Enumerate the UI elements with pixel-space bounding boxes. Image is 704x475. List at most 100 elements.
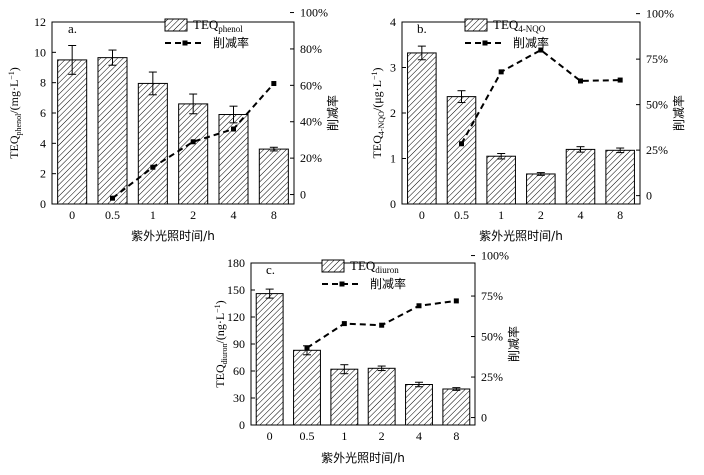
x-tick-label: 1	[150, 208, 156, 222]
y-tick-label-left: 8	[40, 76, 46, 90]
legend-bar-label: TEQ4-NQO	[493, 17, 546, 34]
reduction-marker	[617, 77, 623, 83]
y-tick-label-right: 0	[646, 189, 652, 203]
x-tick-label: 8	[617, 208, 623, 222]
y-axis-label-right: 削减率	[506, 326, 521, 362]
reduction-line	[460, 48, 621, 145]
legend-line-marker	[182, 40, 188, 46]
bar	[565, 148, 596, 205]
bar	[293, 349, 321, 426]
bar	[255, 293, 284, 426]
legend-bar-swatch	[464, 18, 488, 32]
y-tick-label-left: 1	[390, 152, 396, 166]
y-tick-label-left: 12	[34, 15, 46, 29]
x-tick-label: 0	[69, 208, 75, 222]
reduction-marker	[341, 321, 347, 327]
y-tick-label-left: 2	[390, 106, 396, 120]
x-axis-label: 紫外光照时间/h	[479, 229, 563, 243]
bar	[442, 388, 471, 426]
panel-label: b.	[417, 21, 427, 36]
y-tick-label-left: 0	[40, 197, 46, 211]
x-tick-label: 1	[341, 429, 347, 443]
y-tick-label-left: 30	[233, 391, 245, 405]
legend-bar-swatch	[164, 18, 188, 32]
bar	[330, 368, 359, 426]
x-axis-label: 紫外光照时间/h	[131, 229, 215, 243]
bar	[486, 155, 516, 205]
legend-line-label: 削减率	[513, 35, 549, 50]
x-tick-label: 8	[271, 208, 277, 222]
panel-c: 0 30 60 90 120 150 180 0 25% 50% 75% 100% 0 0.5 1 2 4 8 c.…	[213, 249, 521, 465]
bar	[137, 82, 168, 205]
reduction-marker	[453, 298, 459, 304]
y-tick-label-left: 60	[233, 364, 245, 378]
y-tick-label-right: 100%	[481, 249, 509, 263]
y-tick-label-left: 4	[40, 136, 46, 150]
y-tick-label-left: 4	[390, 15, 396, 29]
y-axis-label-left: TEQphenol/(mg·L−1)	[7, 67, 23, 159]
y-tick-label-left: 0	[390, 197, 396, 211]
x-tick-label: 0.5	[105, 208, 120, 222]
reduction-marker	[271, 81, 277, 87]
legend-line-label: 削减率	[213, 35, 249, 50]
bar	[178, 103, 209, 205]
y-tick-label-left: 10	[34, 45, 46, 59]
y-tick-label-right: 0	[481, 411, 487, 425]
y-tick-label-left: 180	[227, 256, 245, 270]
y-tick-label-right: 25%	[481, 370, 503, 384]
y-tick-label-right: 100%	[646, 7, 674, 21]
x-tick-label: 0	[419, 208, 425, 222]
y-tick-label-right: 40%	[300, 115, 322, 129]
reduction-marker	[498, 69, 504, 75]
legend-line-label: 削减率	[370, 276, 406, 291]
x-axis-label: 紫外光照时间/h	[321, 451, 405, 465]
reduction-marker	[379, 322, 385, 328]
y-tick-label-right: 60%	[300, 78, 322, 92]
y-axis-label-right: 削减率	[325, 95, 340, 131]
reduction-marker	[304, 345, 310, 351]
bar	[367, 367, 396, 426]
y-tick-label-right: 80%	[300, 42, 322, 56]
panel-label: c.	[266, 262, 275, 277]
bar	[97, 57, 128, 205]
y-tick-label-right: 50%	[481, 330, 503, 344]
x-tick-label: 4	[231, 208, 237, 222]
reduction-marker	[538, 47, 544, 53]
y-tick-label-right: 75%	[481, 289, 503, 303]
y-tick-label-right: 25%	[646, 143, 668, 157]
legend-bar-label: TEQphenol	[193, 17, 243, 34]
x-tick-label: 4	[578, 208, 584, 222]
y-tick-label-left: 3	[390, 61, 396, 75]
legend-bar-swatch	[321, 259, 345, 273]
y-axis-label-left: TEQdiuron/(ng·L−1)	[213, 300, 229, 387]
bar	[258, 148, 289, 205]
bar	[526, 173, 556, 205]
x-tick-label: 2	[538, 208, 544, 222]
y-axis-label-right: 削减率	[671, 95, 686, 131]
reduction-marker	[578, 78, 583, 84]
y-tick-label-left: 0	[239, 418, 245, 432]
bar	[405, 384, 433, 426]
reduction-line	[111, 82, 275, 199]
y-tick-label-left: 2	[40, 167, 46, 181]
bar	[605, 149, 635, 205]
bar	[446, 96, 477, 205]
y-tick-label-left: 90	[233, 337, 245, 351]
y-tick-label-right: 0	[300, 188, 306, 202]
panel-label: a.	[68, 21, 77, 36]
bar	[57, 59, 88, 205]
reduction-marker	[231, 126, 236, 132]
reduction-marker	[459, 141, 464, 147]
bar	[407, 52, 437, 205]
reduction-marker	[110, 195, 115, 201]
plot-frame	[250, 262, 476, 426]
x-tick-label: 8	[453, 429, 459, 443]
x-tick-label: 2	[379, 429, 385, 443]
y-tick-label-left: 150	[227, 283, 245, 297]
y-tick-label-right: 20%	[300, 151, 322, 165]
x-tick-label: 1	[498, 208, 504, 222]
legend-bar-label: TEQdiuron	[350, 258, 399, 275]
x-tick-label: 0	[267, 429, 273, 443]
